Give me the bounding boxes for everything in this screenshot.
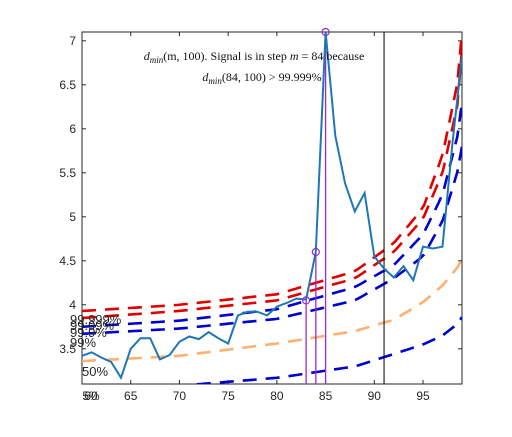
x-tick-label-partial: 5% [82,389,100,403]
annotation-span: (m, 100). Signal is in step [163,49,290,63]
x-tick-label: 80 [270,389,284,403]
y-tick-label: 5 [69,210,76,224]
annotation-span: m [290,49,299,63]
x-tick-label-partial: 60 [84,389,98,403]
threshold-curve [82,258,462,363]
y-tick-label: 6.5 [59,78,76,92]
marker-point [321,27,330,37]
y-tick-label: 4.5 [59,254,76,268]
threshold-curve [185,316,462,384]
x-tick-label: 95 [416,389,430,403]
y-tick-label: 3.5 [59,342,76,356]
annotation-line-1: dmin(m, 100). Signal is in step m = 84 b… [144,49,365,65]
plot-area-box [81,31,463,385]
x-tick-label: 70 [173,389,187,403]
annotation-span: d [202,70,209,84]
y-tick-label: 4 [69,298,76,312]
signal-line [82,32,462,381]
threshold-label: 99.9% [70,325,107,340]
x-tick-label: 65 [124,389,138,403]
x-tick-label: 85 [319,389,333,403]
plot-content [82,32,462,384]
threshold-curve [82,146,462,336]
annotation-span: = 84 because [299,49,365,63]
threshold-label: 50% [82,364,108,379]
threshold-label: 99% [70,335,96,350]
y-tick-label: 6 [69,122,76,136]
annotation-span: d [144,49,151,63]
threshold-label: 99.99% [70,318,115,333]
x-tick-label: 75 [221,389,235,403]
annotation-line-2: dmin(84, 100) > 99.999% [202,70,321,86]
threshold-curve [82,49,462,320]
annotation-span: (84, 100) > 99.999% [222,70,322,84]
y-tick-label: 7 [69,34,76,48]
threshold-curve [82,32,462,313]
annotation-span: min [150,55,164,65]
marker-point [311,247,320,257]
x-tick-label: 90 [368,389,382,403]
threshold-label: 99.999% [70,312,122,327]
threshold-curve [82,102,462,329]
annotation-span: min [208,76,222,86]
y-tick-label: 5.5 [59,166,76,180]
marker-point [302,296,311,305]
